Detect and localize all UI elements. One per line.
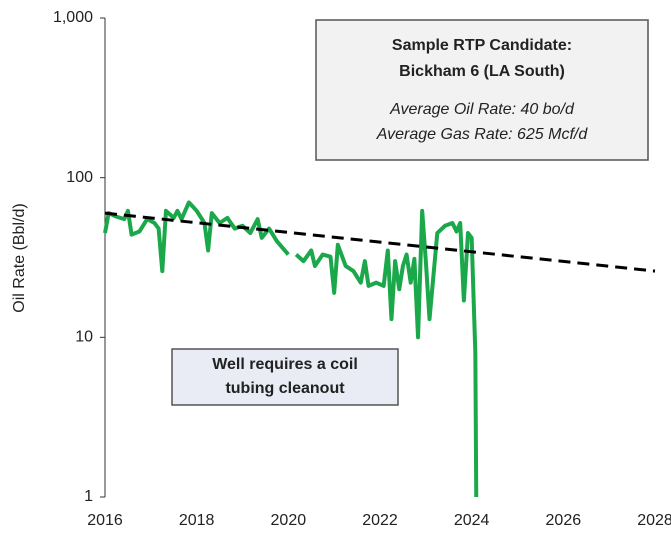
annotation-title: Sample RTP Candidate: — [392, 37, 572, 54]
annotation-title: Well requires a coil — [212, 356, 358, 373]
annotation-box — [315, 19, 649, 161]
y-tick-label: 100 — [66, 169, 93, 186]
annotation-title: tubing cleanout — [225, 380, 345, 397]
trend-line — [104, 211, 656, 273]
y-tick-label: 10 — [75, 329, 93, 346]
annotation-title: Bickham 6 (LA South) — [399, 63, 565, 80]
y-tick-label: 1 — [84, 488, 93, 505]
annotation-box — [171, 348, 399, 406]
annotation-text: Average Gas Rate: 625 Mcf/d — [376, 126, 589, 143]
y-tick-label: 1,000 — [53, 9, 93, 26]
x-tick-label: 2022 — [362, 512, 398, 529]
x-tick-label: 2024 — [454, 512, 490, 529]
x-tick-label: 2028 — [637, 512, 671, 529]
y-axis-label: Oil Rate (Bbl/d) — [11, 203, 28, 312]
x-tick-label: 2020 — [271, 512, 307, 529]
x-tick-label: 2016 — [87, 512, 123, 529]
x-tick-label: 2018 — [179, 512, 215, 529]
x-tick-label: 2026 — [546, 512, 582, 529]
data-line — [294, 208, 479, 498]
data-line — [103, 200, 290, 274]
annotation-text: Average Oil Rate: 40 bo/d — [389, 101, 575, 118]
